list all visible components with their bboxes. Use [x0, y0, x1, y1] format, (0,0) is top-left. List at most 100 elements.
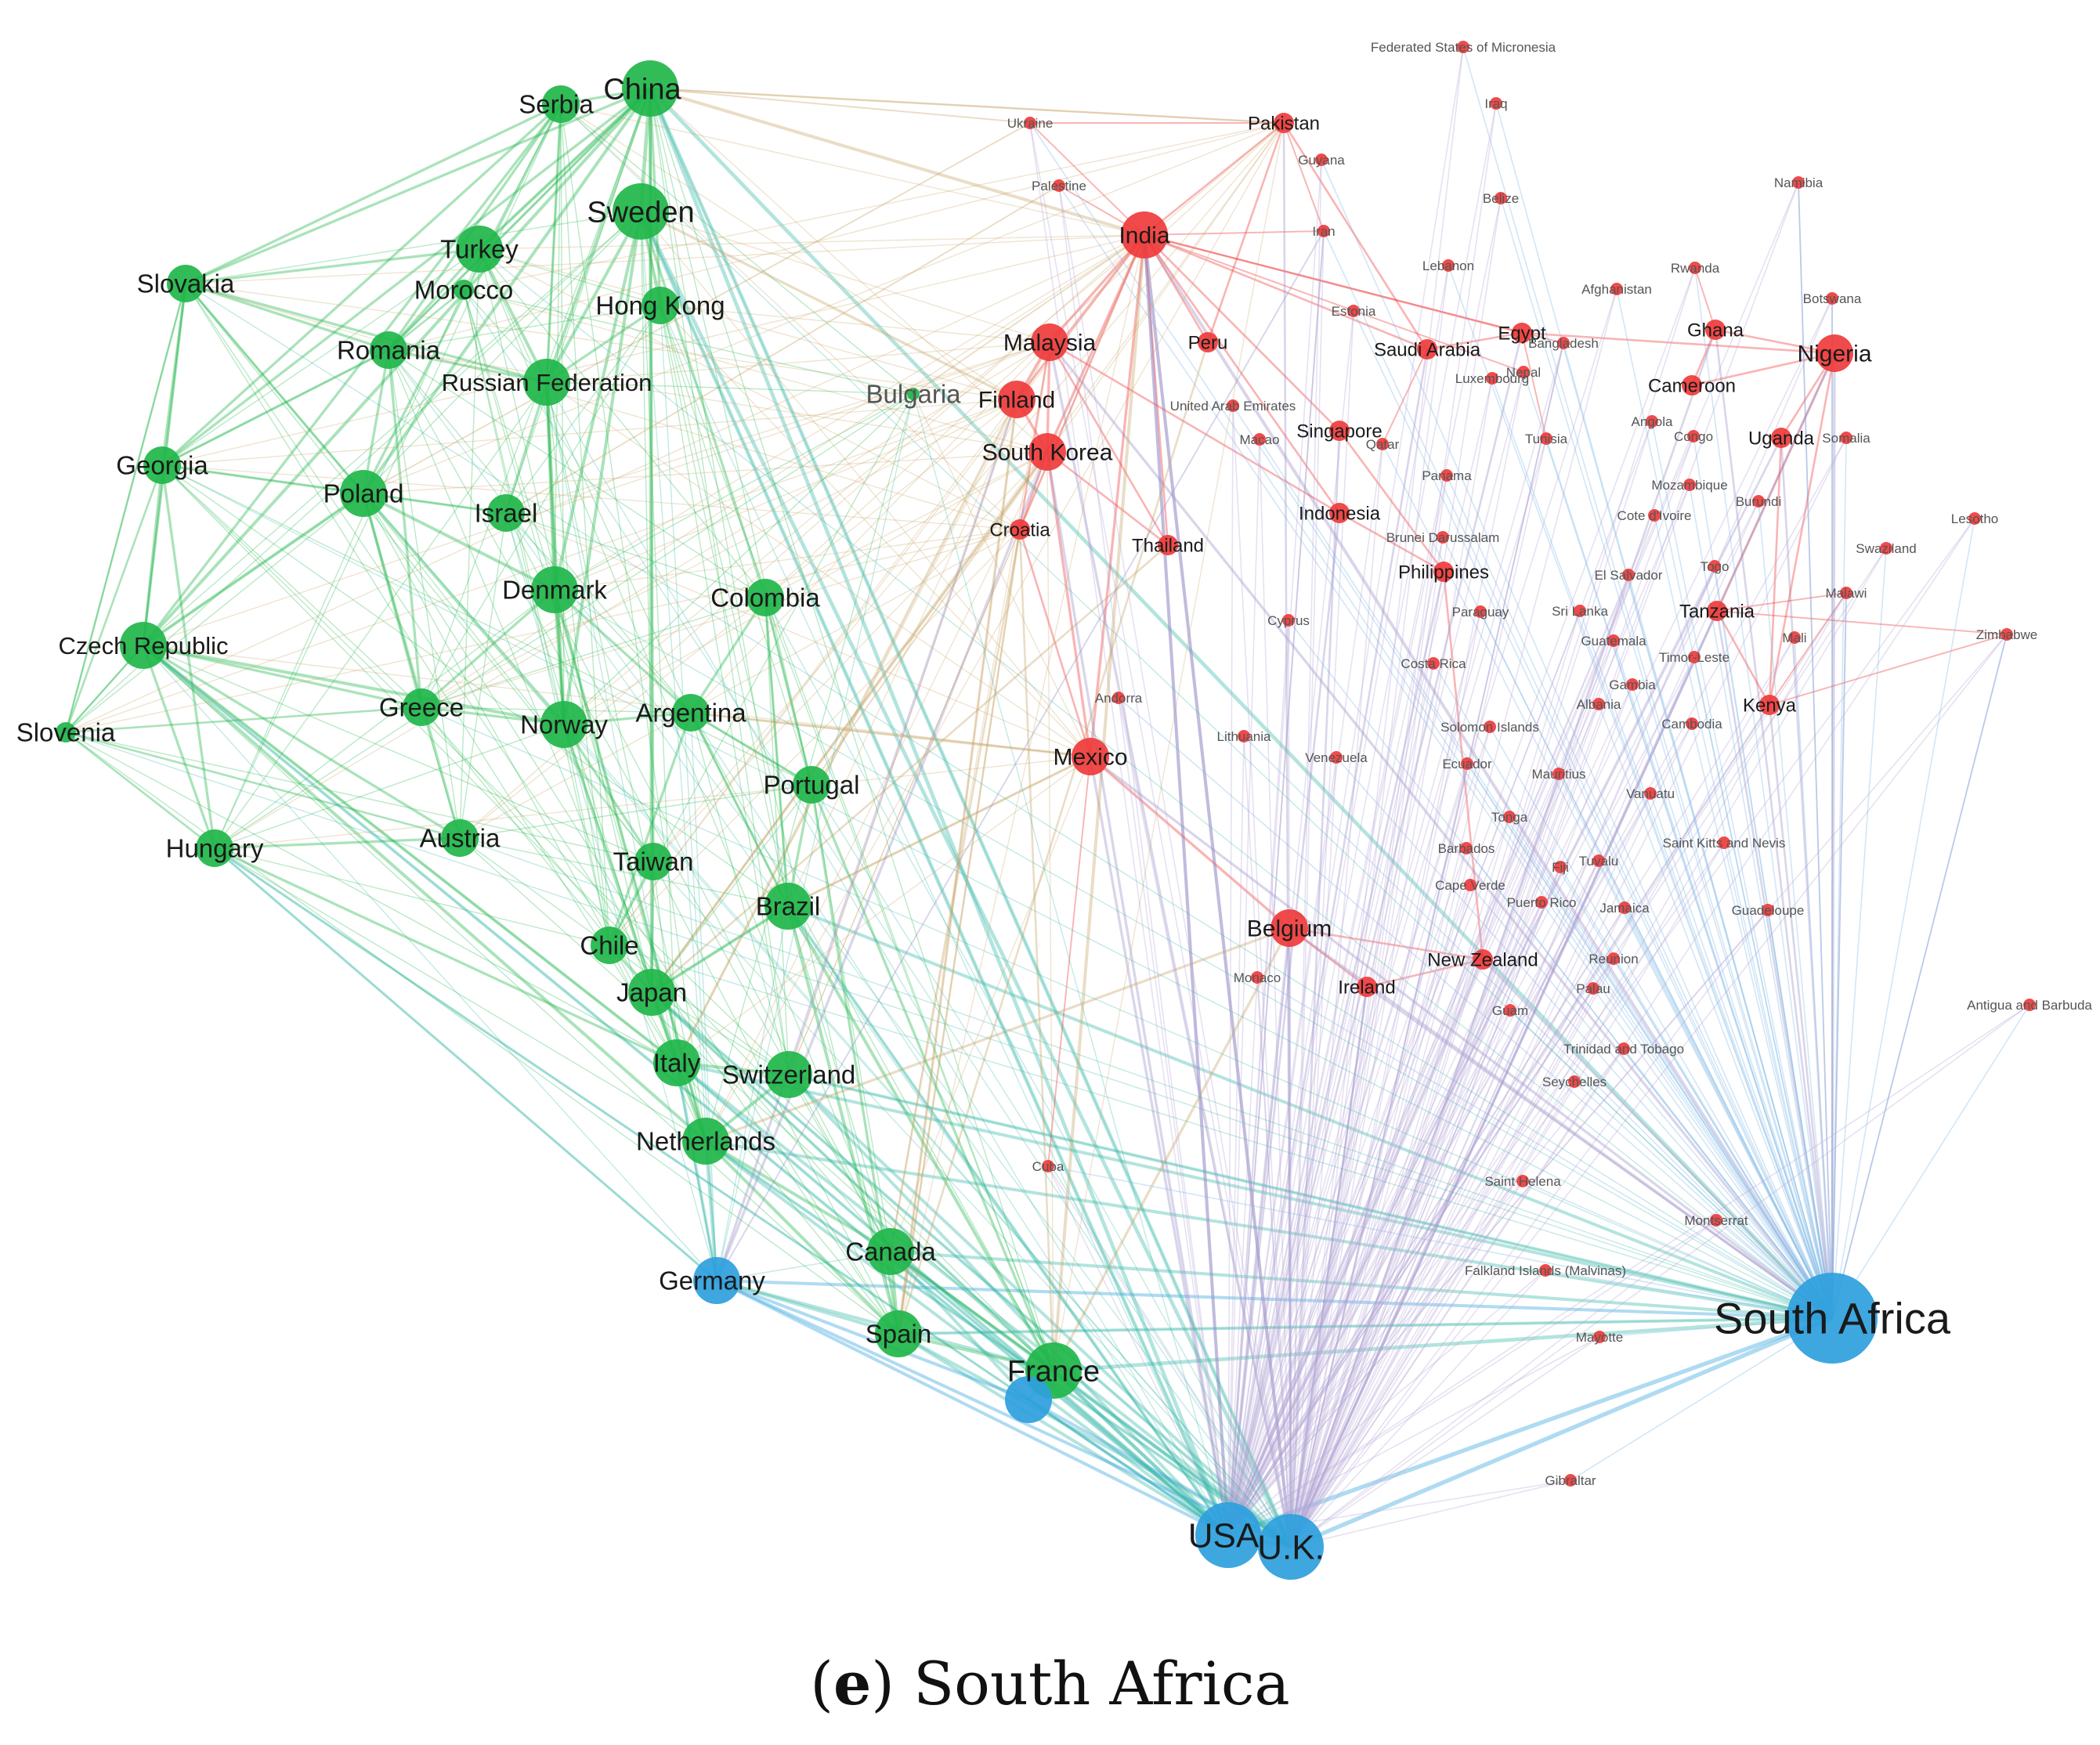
edge-usa-swaziland — [1227, 547, 1887, 1536]
node-croatia — [1010, 519, 1030, 540]
edge-uk-nepal — [1290, 371, 1524, 1548]
label-elsalvador: El Salvador — [1595, 568, 1663, 583]
edge-usa-rwanda — [1227, 267, 1696, 1536]
edge-italy-malaysia — [676, 341, 1050, 1064]
label-angola: Angola — [1632, 414, 1673, 429]
edge-romania-argentina — [388, 349, 692, 714]
label-panama: Panama — [1422, 468, 1472, 483]
node-monaco — [1251, 971, 1263, 984]
edge-hongkong-brazil — [660, 305, 789, 907]
edge-uk-elsalvador — [1290, 574, 1629, 1548]
edge-ireland-newzealand — [1366, 958, 1484, 988]
edge-uk-belgium — [1288, 927, 1292, 1548]
edge-uk-italy — [675, 1061, 1292, 1548]
node-iran — [1317, 225, 1330, 237]
node-tunisia — [1540, 432, 1552, 445]
edge-usa-cyprus — [1227, 620, 1289, 1536]
node-argentina — [672, 694, 710, 732]
edge-netherlands-spain — [704, 1140, 900, 1335]
label-stkitts: Saint Kitts and Nevis — [1663, 836, 1786, 851]
label-hongkong: Hong Kong — [595, 291, 725, 320]
edge-southkorea-mexico — [1046, 451, 1092, 757]
edge-usa-falkland — [1227, 1270, 1546, 1536]
node-afghanistan — [1610, 283, 1623, 295]
edge-usa-zimbabwe — [1227, 634, 2008, 1536]
node-angola — [1646, 415, 1658, 428]
label-capeverde: Cape Verde — [1435, 878, 1505, 893]
label-qatar: Qatar — [1366, 437, 1400, 452]
edge-uk-guadeloupe — [1290, 909, 1769, 1548]
edge-china-israel — [505, 88, 651, 514]
node-gambia — [1626, 678, 1639, 691]
edge-turkey-finland — [479, 248, 1017, 400]
edge-spain-finland — [898, 399, 1017, 1335]
edge-uk-cambodia — [1290, 723, 1693, 1548]
edge-slovakia-poland — [184, 282, 365, 495]
edge-romania-poland — [362, 349, 390, 494]
edge-southafrica-barbados — [1466, 847, 1833, 1319]
label-peru: Peru — [1188, 332, 1228, 353]
edge-uk-congo — [1290, 435, 1694, 1548]
node-barbados — [1460, 842, 1473, 854]
node-elsalvador — [1622, 569, 1635, 581]
edge-hongkong-greece — [421, 305, 661, 708]
node-usa — [1195, 1502, 1261, 1568]
edge-romania-colombia — [388, 349, 766, 598]
edge-russia-malaysia — [546, 341, 1050, 383]
edge-canada-blue2 — [889, 1250, 1030, 1401]
node-tuvalu — [1592, 854, 1605, 867]
label-belgium: Belgium — [1247, 916, 1332, 942]
edge-nigeria-egypt — [1521, 331, 1835, 355]
edge-egypt-tunisia — [1521, 332, 1547, 439]
edge-usa-monaco — [1227, 977, 1258, 1536]
edge-usa-vanuatu — [1227, 793, 1651, 1536]
edge-slovakia-finland — [185, 283, 1017, 400]
edge-greece-croatia — [421, 529, 1021, 708]
edge-southafrica-malawi — [1831, 592, 1847, 1319]
node-micronesia — [1457, 41, 1469, 53]
node-ukraine — [1024, 117, 1036, 129]
edge-italy-spain — [676, 1062, 899, 1335]
edge-sweden-norway — [562, 211, 642, 725]
edge-hungary-usa — [214, 847, 1229, 1537]
edge-uk-ecuador — [1290, 763, 1468, 1548]
edge-uk-costarica — [1290, 663, 1434, 1548]
edge-southafrica-guatemala — [1613, 640, 1833, 1319]
edge-georgia-hungary — [161, 464, 216, 849]
node-portugal — [793, 766, 830, 804]
edge-turkey-georgia — [161, 248, 480, 466]
edge-russia-denmark — [545, 381, 556, 591]
edge-czech-greece — [143, 644, 422, 709]
edge-denmark-bulgaria — [554, 393, 914, 591]
edge-uk-japan — [650, 991, 1292, 1548]
edge-usa-lithuania — [1227, 735, 1245, 1536]
edge-china-ukraine — [649, 88, 1031, 124]
edge-austria-southafrica — [459, 837, 1833, 1319]
label-congo: Congo — [1674, 429, 1713, 444]
edge-southafrica-brazil — [787, 905, 1833, 1320]
edge-southafrica-luxembourg — [1491, 378, 1833, 1319]
label-solomon: Solomon Islands — [1440, 720, 1539, 735]
edge-hungary-chile — [214, 847, 610, 946]
edge-belgium-netherlands — [705, 927, 1290, 1143]
label-mozambique: Mozambique — [1651, 478, 1727, 493]
edge-southafrica-ghana — [1714, 329, 1834, 1319]
node-montserrat — [1710, 1214, 1722, 1227]
edge-usa-ukraine — [1029, 122, 1229, 1536]
node-sweden — [613, 183, 669, 240]
node-peru — [1198, 332, 1218, 352]
edge-mexico-belgium — [1089, 755, 1291, 930]
edge-uk-timorleste — [1290, 656, 1695, 1548]
edge-india-uk — [1143, 234, 1292, 1548]
edge-czech-mexico — [143, 645, 1091, 757]
edge-southafrica-malaysia — [1048, 341, 1834, 1320]
label-lesotho: Lesotho — [1951, 511, 1999, 526]
edge-pakistan-iran — [1283, 122, 1325, 232]
edge-southafrica-afghanistan — [1616, 288, 1833, 1319]
edge-croatia-spain — [897, 529, 1021, 1335]
edge-russia-chile — [546, 381, 610, 946]
edge-uk-ireland — [1289, 986, 1368, 1548]
edge-hungary-italy — [214, 847, 678, 1064]
edge-sweden-mexico — [640, 211, 1091, 757]
edge-sweden-finland — [640, 210, 1017, 401]
